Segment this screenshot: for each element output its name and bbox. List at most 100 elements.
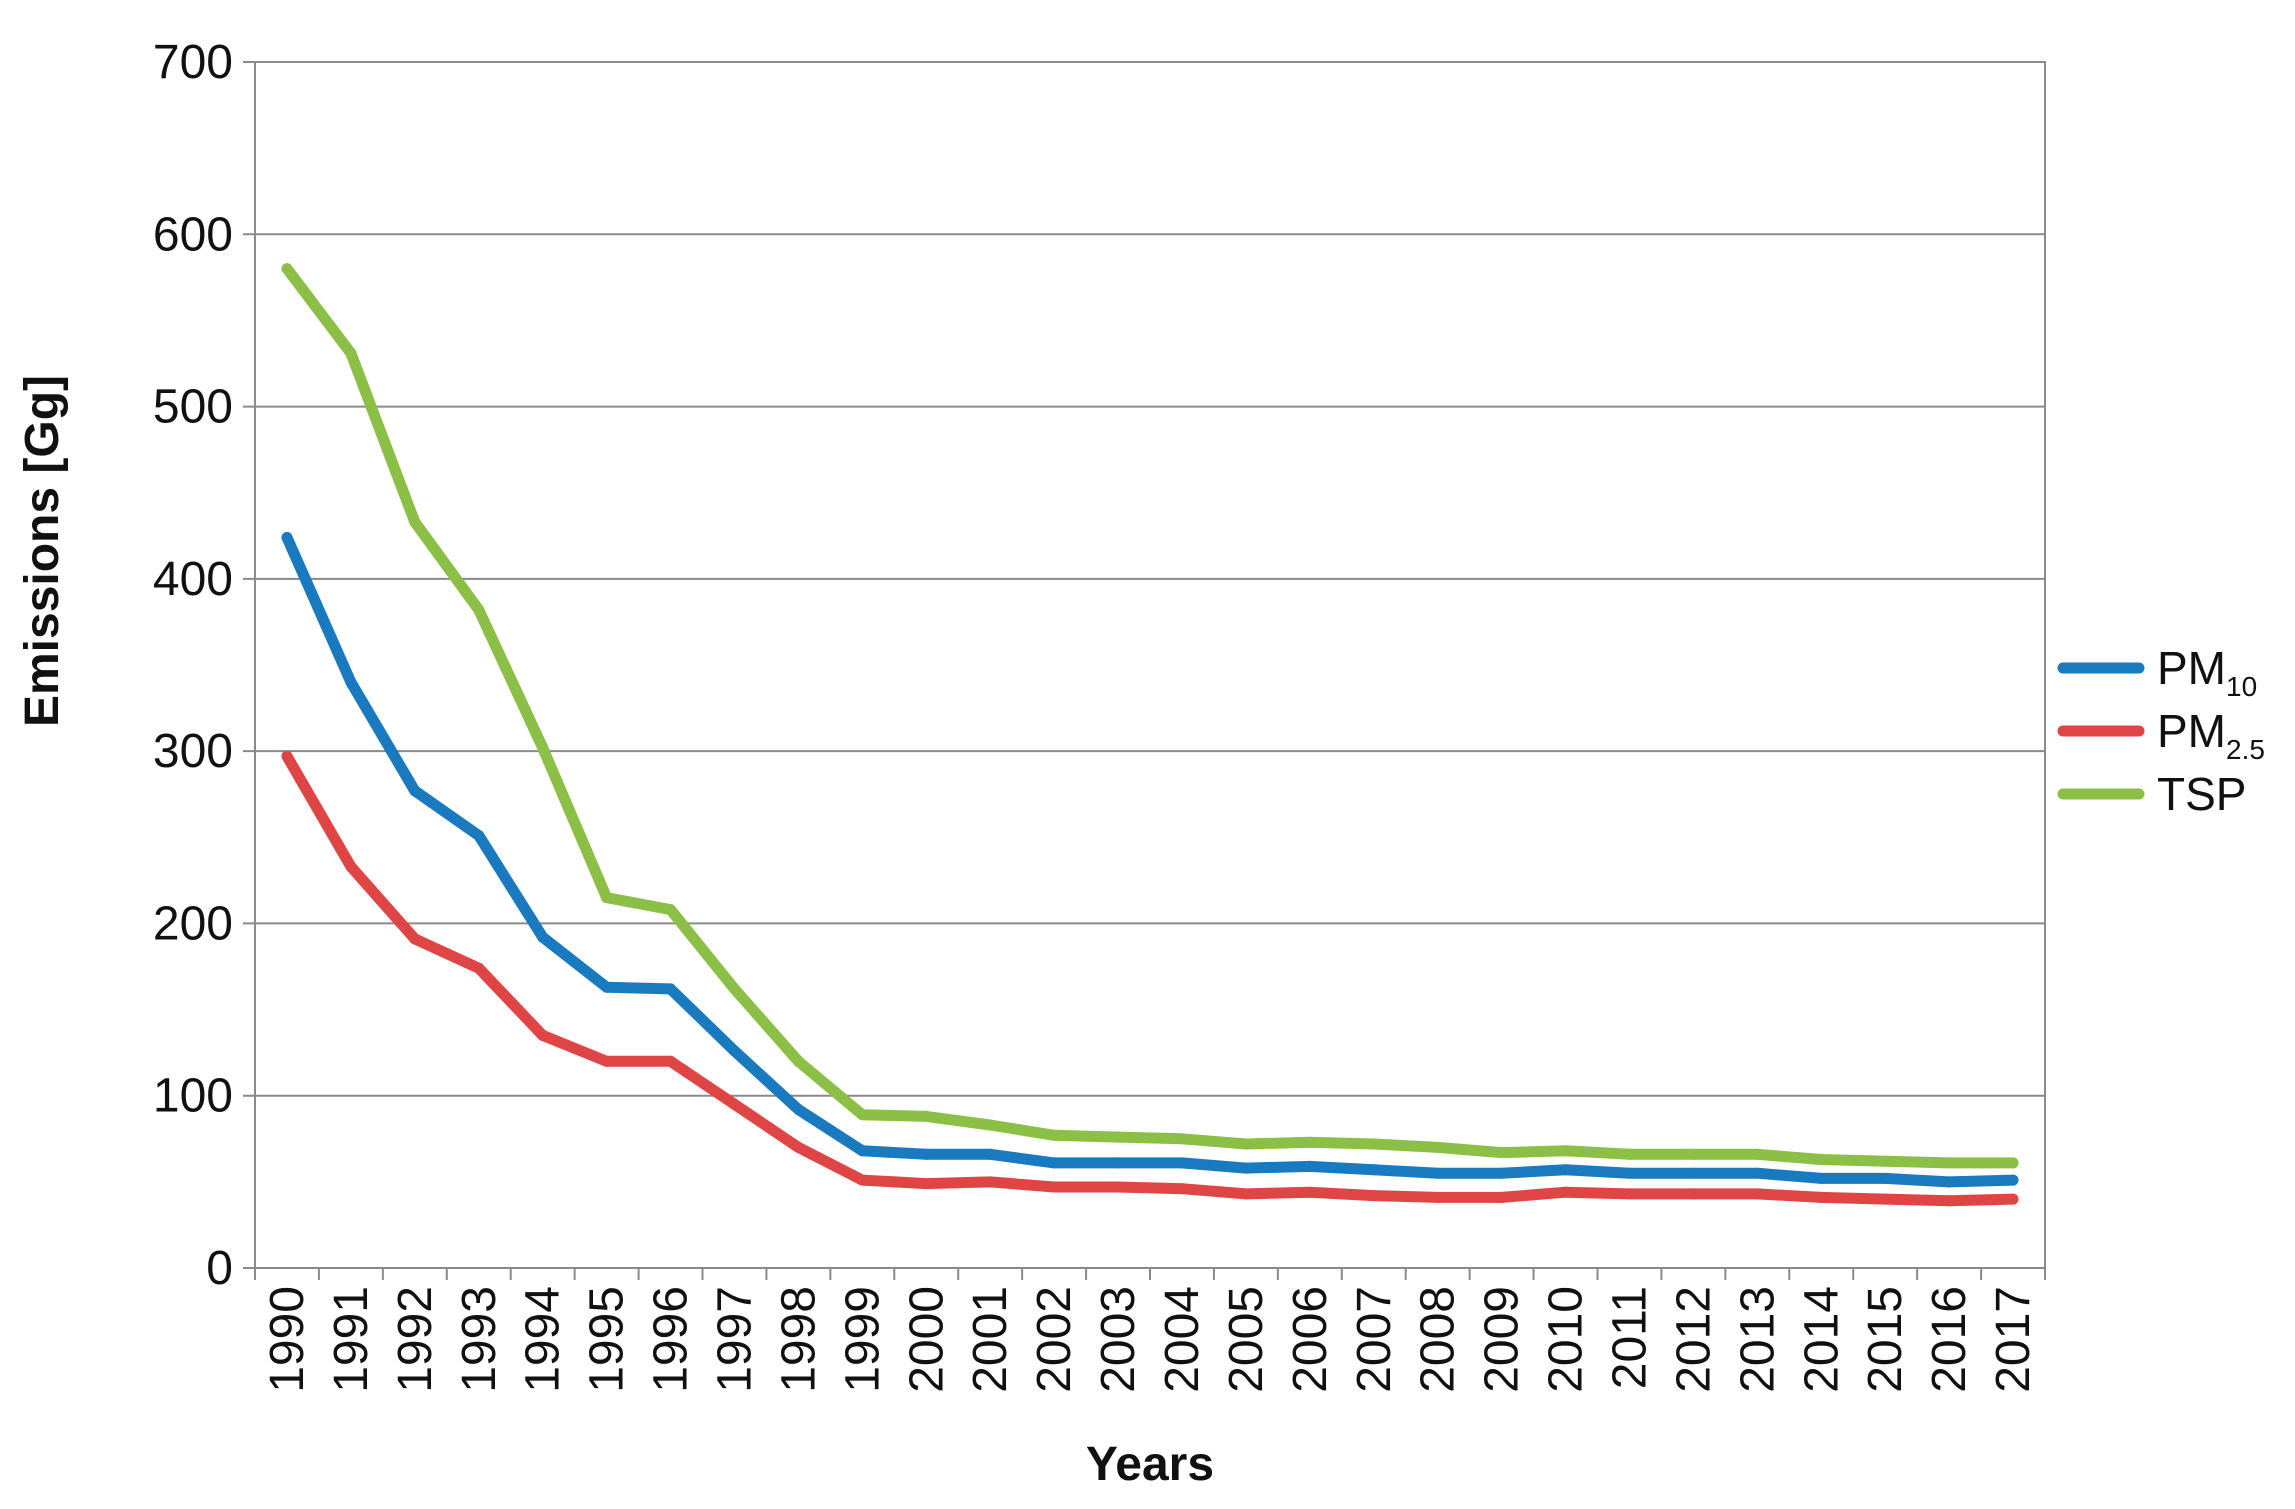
x-tick-label: 2003	[1092, 1286, 1145, 1393]
data-point	[729, 1098, 740, 1110]
y-tick-label: 0	[206, 1242, 233, 1295]
data-point	[601, 981, 613, 993]
data-point	[856, 1145, 868, 1157]
data-point	[1112, 1131, 1124, 1143]
x-tick-label: 2010	[1540, 1286, 1593, 1393]
data-point	[1240, 1138, 1252, 1150]
legend-label-main: PM	[2157, 642, 2226, 694]
data-point	[1304, 1186, 1316, 1198]
data-point	[1176, 1133, 1188, 1145]
y-tick-label: 500	[153, 381, 233, 434]
x-tick-label: 2014	[1795, 1286, 1848, 1393]
data-point	[984, 1119, 996, 1131]
data-point	[1879, 1193, 1891, 1205]
data-point	[1560, 1164, 1571, 1176]
data-point	[1751, 1148, 1763, 1160]
y-tick-label: 200	[153, 897, 233, 950]
data-point	[473, 962, 485, 974]
data-point	[1687, 1148, 1699, 1160]
x-tick-label: 2009	[1476, 1286, 1529, 1393]
y-tick-label: 700	[153, 36, 233, 89]
legend-label-main: TSP	[2157, 768, 2246, 820]
data-point	[729, 983, 740, 995]
data-point	[920, 1148, 932, 1160]
x-tick-label: 1992	[389, 1286, 442, 1393]
data-point	[1687, 1188, 1699, 1200]
data-point	[1496, 1191, 1508, 1203]
data-point	[984, 1148, 996, 1160]
plot-area	[254, 61, 2046, 1269]
data-point	[1112, 1181, 1124, 1193]
x-tick-label: 2013	[1731, 1286, 1784, 1393]
data-point	[1048, 1181, 1060, 1193]
x-tick-label: 1994	[517, 1286, 570, 1393]
x-axis: 1990 1991 1992 1993 1994 1995 1996 1997 1998 1999…	[254, 1268, 2046, 1393]
legend-label-main: PM	[2157, 705, 2226, 757]
data-point	[1879, 1172, 1891, 1184]
data-point	[1624, 1167, 1635, 1179]
y-axis-title: Emissions [Gg]	[16, 375, 69, 727]
data-point	[409, 933, 421, 945]
x-tick-label: 2015	[1859, 1286, 1912, 1393]
x-tick-label: 2016	[1923, 1286, 1976, 1393]
x-tick-label: 1996	[645, 1286, 698, 1393]
data-point	[345, 676, 357, 688]
data-point	[1048, 1129, 1060, 1141]
legend-label: PM2.5	[2157, 705, 2265, 765]
x-tick-label: 1993	[453, 1286, 506, 1393]
data-point	[1112, 1157, 1124, 1169]
data-point	[729, 1045, 740, 1057]
series-line-tsp	[281, 263, 2019, 1169]
x-tick-label: 2005	[1220, 1286, 1273, 1393]
data-point	[1751, 1188, 1763, 1200]
x-tick-label: 1991	[325, 1286, 378, 1393]
data-point	[1176, 1183, 1188, 1195]
data-point	[1560, 1145, 1571, 1157]
data-point	[1879, 1155, 1891, 1167]
data-point	[920, 1178, 932, 1190]
data-point	[281, 263, 293, 275]
data-point	[409, 785, 421, 797]
x-tick-label: 2002	[1028, 1286, 1081, 1393]
data-point	[984, 1176, 996, 1188]
data-point	[473, 604, 485, 616]
data-point	[792, 1141, 804, 1153]
data-point	[1432, 1191, 1444, 1203]
data-point	[856, 1109, 868, 1121]
data-point	[792, 1055, 804, 1067]
data-point	[601, 892, 613, 904]
data-point	[665, 1055, 676, 1067]
data-point	[1751, 1167, 1763, 1179]
legend-label-subscript: 2.5	[2226, 734, 2265, 765]
data-point	[1943, 1157, 1955, 1169]
data-point	[537, 931, 549, 943]
data-point	[281, 532, 293, 543]
series-line-pm25	[281, 750, 2019, 1207]
data-point	[345, 861, 357, 873]
data-point	[1815, 1172, 1827, 1184]
x-tick-label: 2011	[1603, 1286, 1656, 1389]
data-point	[1368, 1190, 1380, 1202]
data-point	[1815, 1191, 1827, 1203]
x-tick-label: 2001	[964, 1286, 1017, 1393]
data-point	[2007, 1174, 2019, 1186]
data-point	[665, 904, 676, 916]
legend-label: TSP	[2157, 768, 2246, 820]
x-tick-label: 1997	[708, 1286, 761, 1393]
data-point	[345, 347, 357, 359]
data-point	[1432, 1141, 1444, 1153]
data-point	[2007, 1193, 2019, 1205]
x-tick-label: 1990	[261, 1286, 314, 1393]
data-point	[1048, 1157, 1060, 1169]
data-point	[792, 1104, 804, 1115]
data-point	[1624, 1188, 1635, 1200]
data-point	[537, 742, 549, 754]
data-point	[1496, 1167, 1508, 1179]
data-point	[537, 1029, 549, 1041]
data-point	[665, 983, 676, 995]
y-tick-label: 100	[153, 1070, 233, 1123]
data-point	[409, 516, 421, 528]
